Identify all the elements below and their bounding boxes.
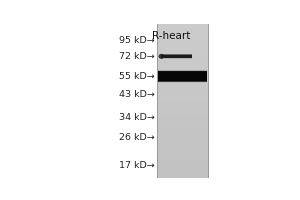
FancyBboxPatch shape (158, 71, 207, 82)
FancyBboxPatch shape (161, 55, 192, 58)
FancyBboxPatch shape (161, 54, 192, 58)
FancyBboxPatch shape (158, 73, 207, 80)
FancyBboxPatch shape (161, 55, 192, 58)
FancyBboxPatch shape (158, 71, 207, 82)
FancyBboxPatch shape (158, 71, 207, 82)
FancyBboxPatch shape (161, 55, 192, 58)
FancyBboxPatch shape (158, 70, 207, 82)
FancyBboxPatch shape (161, 54, 192, 58)
FancyBboxPatch shape (161, 54, 192, 58)
FancyBboxPatch shape (158, 72, 207, 81)
FancyBboxPatch shape (161, 55, 192, 58)
FancyBboxPatch shape (158, 71, 207, 81)
FancyBboxPatch shape (161, 54, 192, 58)
FancyBboxPatch shape (158, 72, 207, 81)
Text: 95 kD→: 95 kD→ (119, 36, 155, 45)
FancyBboxPatch shape (158, 72, 207, 81)
FancyBboxPatch shape (158, 71, 207, 82)
Text: 55 kD→: 55 kD→ (119, 72, 155, 81)
FancyBboxPatch shape (158, 73, 207, 80)
Ellipse shape (158, 54, 164, 59)
FancyBboxPatch shape (158, 71, 207, 81)
Text: 26 kD→: 26 kD→ (119, 133, 155, 142)
FancyBboxPatch shape (158, 72, 207, 80)
FancyBboxPatch shape (158, 71, 207, 81)
FancyBboxPatch shape (158, 72, 207, 80)
Text: 72 kD→: 72 kD→ (119, 52, 155, 61)
FancyBboxPatch shape (161, 54, 192, 58)
FancyBboxPatch shape (158, 72, 207, 80)
FancyBboxPatch shape (161, 55, 192, 58)
FancyBboxPatch shape (161, 55, 192, 58)
FancyBboxPatch shape (161, 55, 192, 58)
Text: 34 kD→: 34 kD→ (119, 113, 155, 122)
Text: R-heart: R-heart (152, 31, 190, 41)
FancyBboxPatch shape (161, 55, 192, 58)
FancyBboxPatch shape (158, 72, 207, 81)
FancyBboxPatch shape (158, 71, 207, 82)
Text: 17 kD→: 17 kD→ (119, 161, 155, 170)
FancyBboxPatch shape (161, 55, 192, 58)
FancyBboxPatch shape (158, 71, 207, 82)
FancyBboxPatch shape (158, 72, 207, 81)
FancyBboxPatch shape (158, 71, 207, 82)
FancyBboxPatch shape (161, 55, 192, 58)
FancyBboxPatch shape (158, 72, 207, 81)
FancyBboxPatch shape (158, 73, 207, 80)
Text: 43 kD→: 43 kD→ (119, 90, 155, 99)
FancyBboxPatch shape (161, 54, 192, 58)
FancyBboxPatch shape (161, 55, 192, 58)
FancyBboxPatch shape (158, 72, 207, 81)
